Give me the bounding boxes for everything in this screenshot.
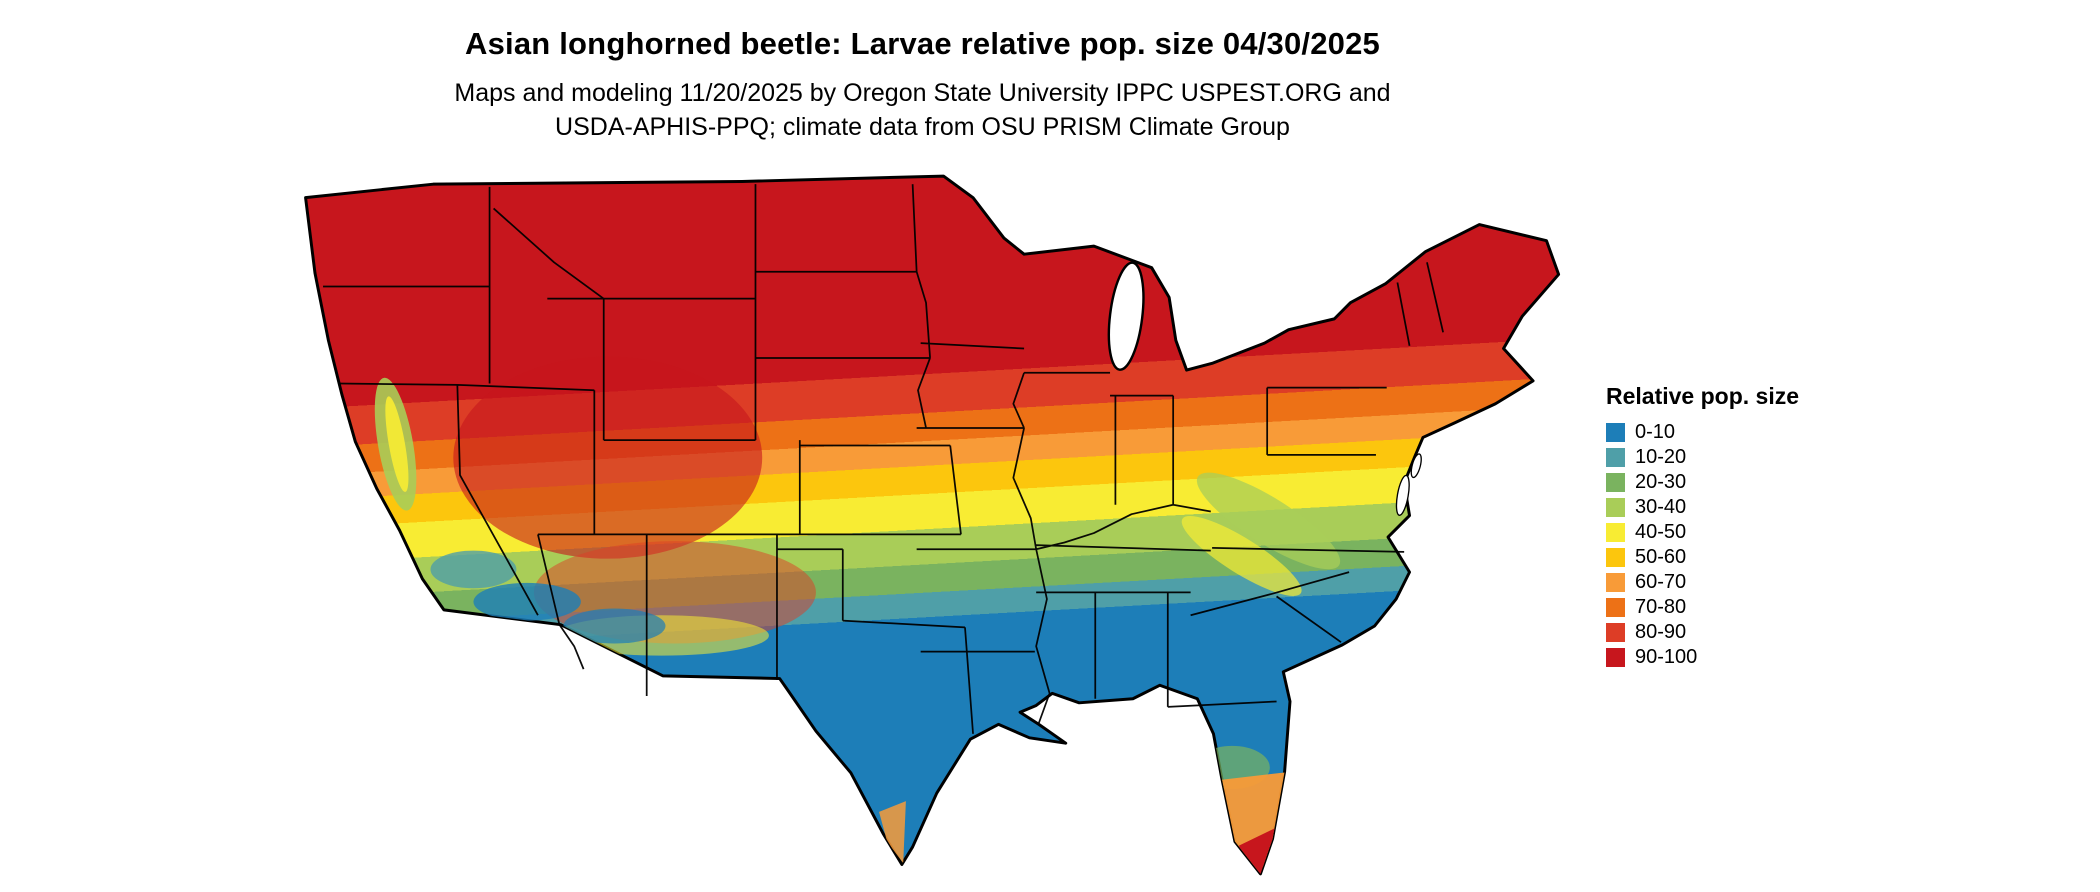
legend-label: 0-10	[1635, 421, 1676, 443]
legend-item: 40-50	[1606, 520, 1799, 545]
legend-swatch	[1606, 473, 1625, 492]
legend-swatch	[1606, 548, 1625, 567]
legend-swatch	[1606, 648, 1625, 667]
delaware-bay	[1410, 453, 1422, 479]
chesapeake-bay	[1395, 474, 1410, 516]
legend: Relative pop. size 0-10 10-20 20-30 30-4…	[1606, 383, 1799, 670]
legend-item: 0-10	[1606, 420, 1799, 445]
map-title: Asian longhorned beetle: Larvae relative…	[465, 26, 1380, 61]
legend-item: 60-70	[1606, 570, 1799, 595]
legend-label: 60-70	[1635, 571, 1687, 593]
legend-title: Relative pop. size	[1606, 383, 1800, 409]
state-borders	[323, 184, 1444, 734]
legend-swatch	[1606, 448, 1625, 467]
legend-swatch	[1606, 523, 1625, 542]
legend-label: 80-90	[1635, 621, 1687, 643]
legend-swatch	[1606, 623, 1625, 642]
legend-label: 70-80	[1635, 596, 1687, 618]
us-outline	[304, 174, 1561, 876]
legend-item: 10-20	[1606, 445, 1799, 470]
legend-swatch	[1606, 423, 1625, 442]
legend-swatch	[1606, 573, 1625, 592]
subtitle-line-1: Maps and modeling 11/20/2025 by Oregon S…	[454, 79, 1391, 107]
legend-item: 30-40	[1606, 495, 1799, 520]
lake-michigan	[1107, 261, 1145, 371]
socal-teal-patch	[430, 550, 517, 589]
legend-item: 90-100	[1606, 645, 1799, 670]
figure-header: Asian longhorned beetle: Larvae relative…	[0, 0, 1845, 144]
legend-label: 40-50	[1635, 521, 1687, 543]
subtitle-line-2: USDA-APHIS-PPQ; climate data from OSU PR…	[555, 113, 1290, 141]
south-texas-orange-patch	[879, 801, 906, 864]
legend-item: 20-30	[1606, 470, 1799, 495]
us-map-svg	[304, 174, 1561, 876]
south-arizona-blue-patch	[563, 608, 666, 644]
map-color-overlays	[374, 356, 1341, 874]
legend-label: 20-30	[1635, 471, 1687, 493]
legend-item: 50-60	[1606, 545, 1799, 570]
legend-label: 50-60	[1635, 546, 1687, 568]
legend-swatch	[1606, 598, 1625, 617]
legend-label: 90-100	[1635, 646, 1698, 668]
socal-desert-blue-patch	[473, 582, 581, 621]
legend-item: 70-80	[1606, 595, 1799, 620]
us-map	[272, 168, 1568, 886]
map-subtitle: Maps and modeling 11/20/2025 by Oregon S…	[0, 76, 1845, 144]
appalachian-green-tongue	[1196, 472, 1341, 570]
legend-label: 10-20	[1635, 446, 1687, 468]
california-valley-yellow-patch	[385, 396, 409, 492]
legend-swatch	[1606, 498, 1625, 517]
legend-label: 30-40	[1635, 496, 1687, 518]
appalachian-yellow-fringe	[1181, 515, 1302, 596]
great-basin-red-patch	[453, 356, 763, 559]
legend-item: 80-90	[1606, 620, 1799, 645]
